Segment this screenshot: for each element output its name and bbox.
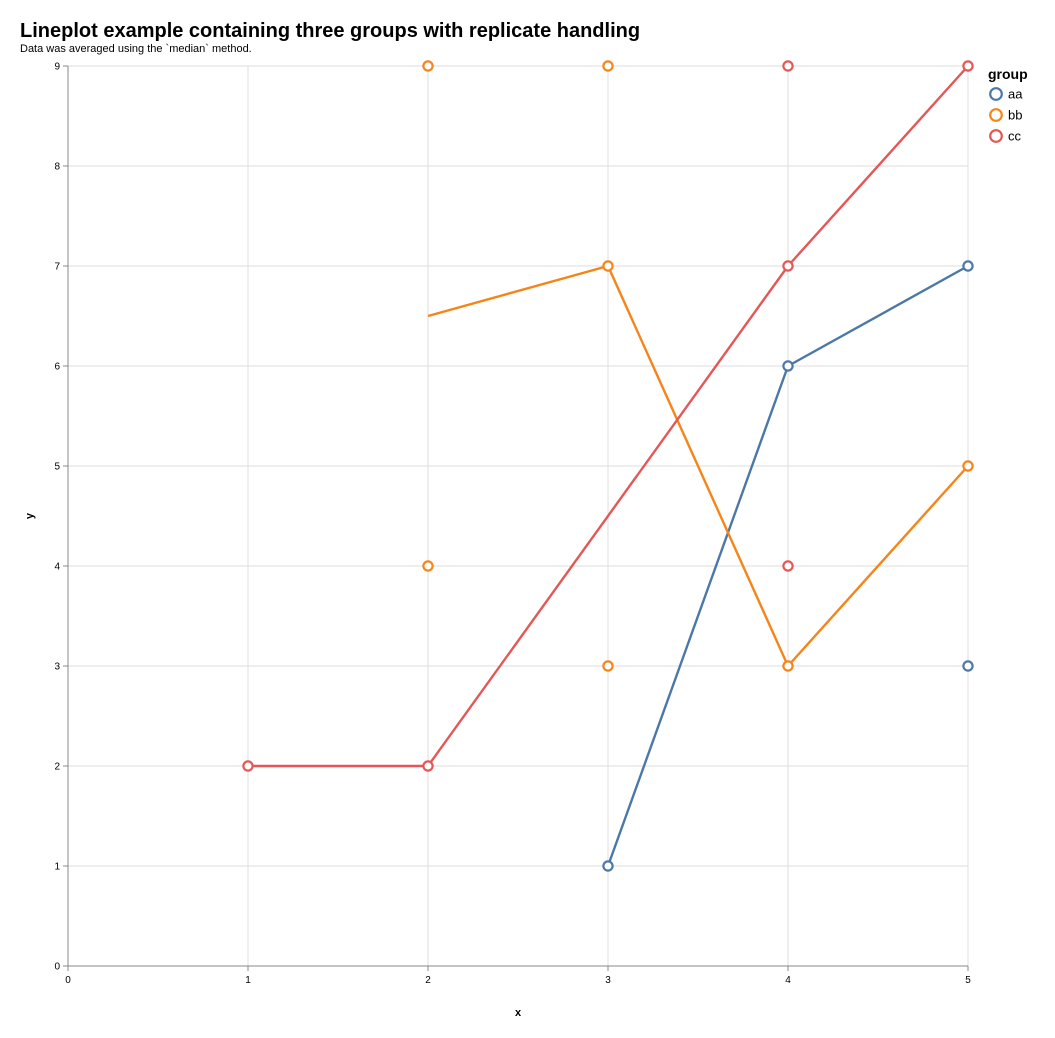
data-point-cc[interactable] [782, 260, 794, 272]
legend: group aa bb cc [988, 66, 1028, 144]
data-point-aa[interactable] [962, 260, 974, 272]
series-points [242, 60, 974, 872]
legend-symbol-bb[interactable] [989, 108, 1003, 122]
y-tick-label: 7 [54, 262, 60, 273]
data-point-bb[interactable] [602, 260, 614, 272]
y-tick-label: 5 [54, 462, 60, 473]
x-axis-title: x [515, 1007, 522, 1019]
data-point-bb[interactable] [602, 660, 614, 672]
data-point-aa[interactable] [782, 360, 794, 372]
legend-label-bb[interactable]: bb [1008, 108, 1022, 123]
series-line-bb [427, 264, 969, 668]
data-point-aa[interactable] [602, 860, 614, 872]
data-point-bb[interactable] [602, 60, 614, 72]
data-point-bb[interactable] [782, 660, 794, 672]
chart-title: Lineplot example containing three groups… [20, 20, 640, 42]
data-point-cc[interactable] [782, 60, 794, 72]
data-point-cc[interactable] [422, 760, 434, 772]
series-line-cc [248, 65, 969, 768]
x-tick-label: 0 [65, 975, 71, 986]
x-tick-label: 1 [245, 975, 251, 986]
y-tick-label: 8 [54, 162, 60, 173]
grid-lines [67, 65, 969, 967]
chart-subtitle: Data was averaged using the `median` met… [20, 43, 252, 55]
x-tick-label: 2 [425, 975, 431, 986]
y-tick-label: 2 [54, 762, 60, 773]
y-axis-title: y [24, 512, 36, 519]
data-point-cc[interactable] [962, 60, 974, 72]
data-point-cc[interactable] [782, 560, 794, 572]
legend-label-cc[interactable]: cc [1008, 129, 1022, 144]
data-point-bb[interactable] [422, 560, 434, 572]
y-tick-label: 9 [54, 62, 60, 73]
y-tick-label: 6 [54, 362, 60, 373]
data-point-aa[interactable] [962, 660, 974, 672]
axes: 0 1 2 3 4 5 0 1 2 3 4 5 6 7 8 9 [54, 62, 971, 987]
x-tick-label: 5 [965, 975, 971, 986]
x-tick-label: 4 [785, 975, 791, 986]
data-point-bb[interactable] [422, 60, 434, 72]
y-tick-label: 0 [54, 962, 60, 973]
legend-title: group [988, 66, 1028, 82]
legend-symbol-aa[interactable] [989, 87, 1003, 101]
y-tick-label: 1 [54, 862, 60, 873]
legend-symbol-cc[interactable] [989, 129, 1003, 143]
data-point-bb[interactable] [962, 460, 974, 472]
y-tick-label: 4 [54, 562, 60, 573]
y-tick-label: 3 [54, 662, 60, 673]
x-tick-label: 3 [605, 975, 611, 986]
data-point-cc[interactable] [242, 760, 254, 772]
legend-label-aa[interactable]: aa [1008, 87, 1023, 102]
